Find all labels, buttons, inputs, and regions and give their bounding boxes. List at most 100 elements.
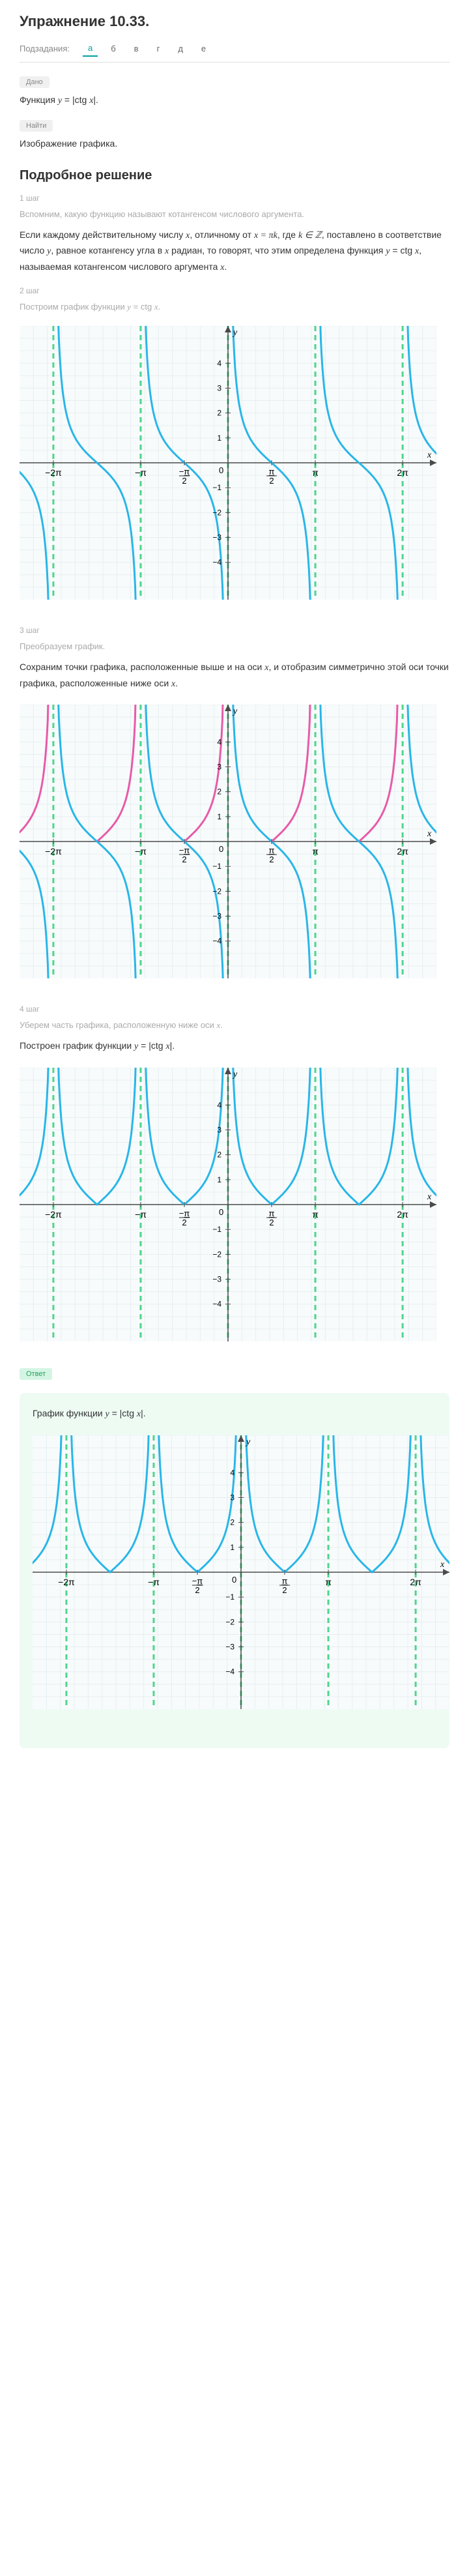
- svg-text:−4: −4: [212, 1300, 221, 1309]
- svg-text:−4: −4: [225, 1667, 234, 1676]
- svg-text:−1: −1: [212, 1225, 221, 1234]
- svg-text:2: 2: [230, 1517, 234, 1527]
- svg-text:2: 2: [182, 1218, 186, 1227]
- svg-text:−1: −1: [212, 862, 221, 871]
- svg-text:−1: −1: [225, 1592, 234, 1602]
- svg-text:1: 1: [217, 812, 221, 821]
- svg-text:π: π: [312, 846, 319, 856]
- svg-text:−π: −π: [135, 467, 147, 478]
- graph-answer: yx0−4−3−2−11234−2π−π−π2π2π2π: [33, 1435, 436, 1709]
- svg-text:π: π: [282, 1576, 288, 1586]
- svg-text:1: 1: [217, 1175, 221, 1184]
- svg-text:−3: −3: [212, 1274, 221, 1283]
- tab-e[interactable]: е: [196, 41, 211, 56]
- svg-text:−π: −π: [179, 1208, 190, 1218]
- svg-text:π: π: [325, 1577, 332, 1587]
- given-text: Функция y = |ctg x|.: [20, 95, 449, 106]
- svg-text:−π: −π: [192, 1576, 203, 1586]
- svg-text:x: x: [427, 1192, 432, 1202]
- step1-label: 1 шаг: [20, 194, 449, 203]
- svg-text:−π: −π: [179, 845, 190, 855]
- svg-text:−2: −2: [212, 1250, 221, 1259]
- step3-body: Сохраним точки графика, расположенные вы…: [20, 660, 449, 692]
- answer-badge: Ответ: [20, 1368, 52, 1380]
- svg-text:4: 4: [217, 1100, 221, 1109]
- svg-text:2: 2: [217, 787, 221, 797]
- step3-label: 3 шаг: [20, 626, 449, 635]
- step4-muted: Уберем часть графика, расположенную ниже…: [20, 1019, 449, 1032]
- svg-text:0: 0: [219, 1207, 223, 1217]
- answer-box: График функции y = |ctg x|. yx0−4−3−2−11…: [20, 1393, 449, 1748]
- svg-text:4: 4: [217, 359, 221, 368]
- svg-text:y: y: [232, 707, 238, 716]
- svg-text:2: 2: [282, 1585, 287, 1595]
- svg-text:0: 0: [219, 465, 223, 475]
- svg-text:0: 0: [219, 844, 223, 854]
- step4-label: 4 шаг: [20, 1004, 449, 1014]
- svg-text:−π: −π: [135, 846, 147, 856]
- svg-text:3: 3: [217, 384, 221, 393]
- svg-text:−π: −π: [148, 1577, 160, 1587]
- svg-text:−1: −1: [212, 484, 221, 493]
- svg-text:2: 2: [217, 409, 221, 418]
- svg-text:y: y: [245, 1437, 251, 1447]
- svg-text:4: 4: [230, 1468, 234, 1477]
- svg-text:−3: −3: [212, 533, 221, 542]
- svg-text:2π: 2π: [397, 467, 408, 478]
- svg-text:2: 2: [217, 1150, 221, 1159]
- svg-text:π: π: [312, 1209, 319, 1220]
- svg-text:3: 3: [217, 1125, 221, 1134]
- svg-text:−2: −2: [225, 1617, 234, 1626]
- given-badge: Дано: [20, 76, 50, 88]
- svg-text:−2: −2: [212, 887, 221, 896]
- tab-d[interactable]: д: [173, 41, 188, 56]
- graph-ctg: yx0−4−3−2−11234−2π−π−π2π2π2π: [20, 326, 449, 600]
- graph-abs: yx0−4−3−2−11234−2π−π−π2π2π2π: [20, 1068, 449, 1341]
- svg-text:−3: −3: [212, 912, 221, 921]
- svg-text:−2π: −2π: [45, 1209, 62, 1220]
- step4-body: Построен график функции y = |ctg x|.: [20, 1038, 449, 1055]
- tab-b[interactable]: б: [106, 41, 121, 56]
- step1-body: Если каждому действительному числу x, от…: [20, 227, 449, 276]
- svg-text:1: 1: [217, 433, 221, 443]
- svg-text:−4: −4: [212, 937, 221, 946]
- svg-text:π: π: [312, 467, 319, 478]
- svg-text:2: 2: [269, 1218, 274, 1227]
- find-text: Изображение графика.: [20, 138, 449, 149]
- svg-text:y: y: [232, 328, 238, 338]
- svg-text:π: π: [269, 845, 275, 855]
- svg-text:x: x: [440, 1560, 445, 1570]
- graph-reflect: yx0−4−3−2−11234−2π−π−π2π2π2π: [20, 705, 449, 978]
- svg-text:−π: −π: [135, 1209, 147, 1220]
- svg-text:4: 4: [217, 738, 221, 747]
- svg-text:2π: 2π: [397, 846, 408, 856]
- tab-g[interactable]: г: [152, 41, 165, 56]
- step1-muted: Вспомним, какую функцию называют котанге…: [20, 208, 449, 221]
- svg-text:−2: −2: [212, 508, 221, 518]
- svg-text:−π: −π: [179, 467, 190, 476]
- svg-text:−2π: −2π: [45, 467, 62, 478]
- svg-text:2: 2: [182, 476, 186, 486]
- svg-text:2: 2: [269, 855, 274, 864]
- svg-text:2: 2: [195, 1585, 199, 1595]
- svg-text:−2π: −2π: [58, 1577, 75, 1587]
- svg-text:π: π: [269, 467, 275, 476]
- step2-label: 2 шаг: [20, 286, 449, 295]
- svg-text:π: π: [269, 1208, 275, 1218]
- step3-muted: Преобразуем график.: [20, 640, 449, 653]
- svg-text:2π: 2π: [410, 1577, 421, 1587]
- svg-text:2: 2: [182, 855, 186, 864]
- svg-text:3: 3: [230, 1493, 234, 1502]
- svg-text:x: x: [427, 450, 432, 460]
- subtasks-label: Подзадания:: [20, 44, 70, 53]
- svg-text:2π: 2π: [397, 1209, 408, 1220]
- tab-v[interactable]: в: [129, 41, 144, 56]
- svg-text:x: x: [427, 829, 432, 839]
- tab-a[interactable]: а: [83, 40, 98, 57]
- find-badge: Найти: [20, 120, 53, 132]
- solution-title: Подробное решение: [20, 168, 449, 183]
- page-title: Упражнение 10.33.: [20, 13, 449, 30]
- step2-muted: Построим график функции y = ctg x.: [20, 300, 449, 314]
- svg-text:y: y: [232, 1070, 238, 1079]
- svg-text:−2π: −2π: [45, 846, 62, 856]
